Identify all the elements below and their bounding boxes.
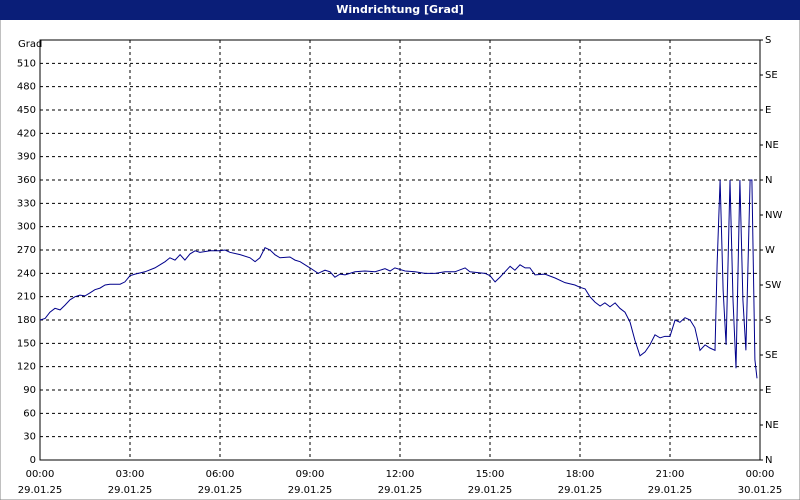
- y-tick-label: 270: [17, 245, 36, 256]
- y2-tick-label: E: [765, 105, 771, 116]
- y-tick-label: 60: [23, 408, 36, 419]
- x-tick-date: 29.01.25: [468, 485, 513, 496]
- x-tick-label: 15:00: [476, 469, 505, 480]
- y2-tick-label: S: [765, 35, 771, 46]
- y2-tick-label: SE: [765, 350, 778, 361]
- plot-frame: [39, 39, 761, 461]
- y2-tick-label: SW: [765, 280, 781, 291]
- y2-tick-label: NE: [765, 420, 779, 431]
- y-tick-label: 330: [17, 198, 36, 209]
- x-tick-label: 09:00: [296, 469, 325, 480]
- y-tick-label: 30: [23, 432, 36, 443]
- y2-tick-label: NW: [765, 210, 782, 221]
- y-tick-label: 90: [23, 385, 36, 396]
- x-tick-label: 21:00: [656, 469, 685, 480]
- y2-tick-label: N: [765, 455, 772, 466]
- data-line: [39, 179, 758, 379]
- y2-tick-label: E: [765, 385, 771, 396]
- y2-tick-label: SE: [765, 70, 778, 81]
- chart-title: Windrichtung [Grad]: [336, 3, 464, 16]
- y-tick-label: 180: [17, 315, 36, 326]
- y-tick-label: 240: [17, 268, 36, 279]
- x-tick-label: 03:00: [116, 469, 145, 480]
- x-tick-date: 29.01.25: [198, 485, 243, 496]
- y-tick-label: 150: [17, 338, 36, 349]
- x-tick-date: 29.01.25: [558, 485, 603, 496]
- x-tick-date: 29.01.25: [18, 485, 63, 496]
- y-tick-label: 120: [17, 362, 36, 373]
- x-tick-date: 29.01.25: [378, 485, 423, 496]
- y2-tick-label: S: [765, 315, 771, 326]
- y-tick-label: 300: [17, 222, 36, 233]
- y-tick-label: 390: [17, 152, 36, 163]
- y-tick-label: 450: [17, 105, 36, 116]
- y-tick-label: 360: [17, 175, 36, 186]
- y-tick-label: 420: [17, 128, 36, 139]
- title-bar: [0, 0, 800, 20]
- y-tick-label: 510: [17, 58, 36, 69]
- y-tick-label: 0: [30, 455, 36, 466]
- x-tick-date: 30.01.25: [738, 485, 783, 496]
- y2-tick-label: N: [765, 175, 772, 186]
- y2-tick-label: NE: [765, 140, 779, 151]
- y-tick-label: 480: [17, 82, 36, 93]
- y-tick-label: 210: [17, 292, 36, 303]
- y2-tick-label: W: [765, 245, 775, 256]
- x-tick-date: 29.01.25: [108, 485, 153, 496]
- x-tick-label: 00:00: [746, 469, 775, 480]
- x-tick-label: 00:00: [26, 469, 55, 480]
- x-tick-label: 18:00: [566, 469, 595, 480]
- x-tick-label: 12:00: [386, 469, 415, 480]
- x-tick-label: 06:00: [206, 469, 235, 480]
- y-axis-label: Grad: [18, 39, 42, 50]
- x-tick-date: 29.01.25: [288, 485, 333, 496]
- x-tick-date: 29.01.25: [648, 485, 693, 496]
